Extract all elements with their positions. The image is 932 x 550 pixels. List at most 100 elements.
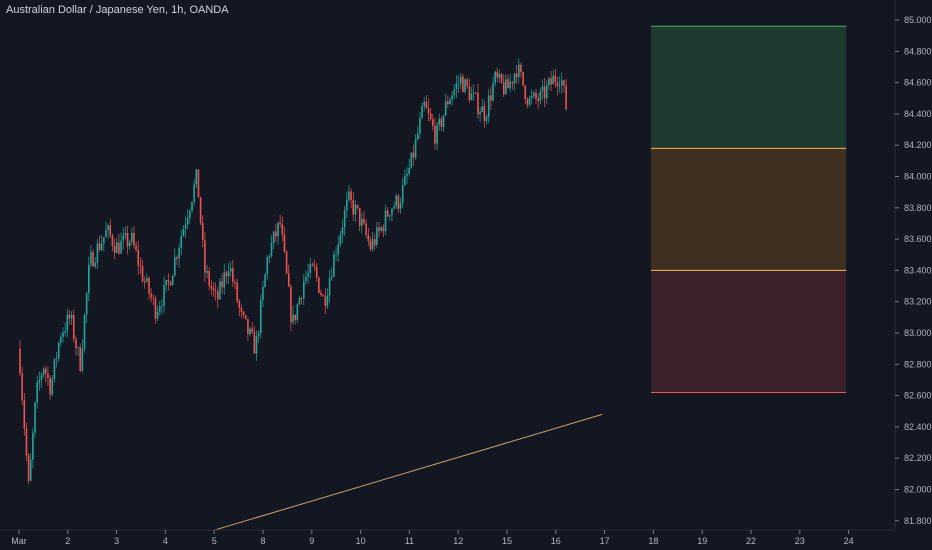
candle	[380, 225, 382, 233]
candle	[543, 77, 546, 107]
candle	[251, 321, 253, 334]
candle	[386, 206, 389, 218]
candle	[528, 95, 531, 108]
time-axis[interactable]: Mar 2 3 4 5 8 9 10 11 12 15 16 17 18 19 22 23 24	[0, 529, 932, 550]
candle	[49, 375, 51, 401]
candle	[191, 201, 193, 214]
candle	[100, 234, 103, 252]
candle	[322, 293, 324, 297]
candle	[494, 70, 496, 87]
candle	[311, 262, 314, 267]
trendline[interactable]	[214, 413, 603, 531]
candle	[382, 224, 385, 238]
candle	[283, 226, 286, 254]
price-tick-label: 82.200	[904, 453, 932, 463]
candle	[530, 89, 533, 105]
candle	[522, 71, 524, 87]
price-tick-label: 84.800	[904, 46, 932, 56]
candle	[481, 98, 484, 113]
candle	[292, 305, 294, 325]
candle	[223, 263, 226, 295]
middle-zone[interactable]	[650, 148, 847, 271]
candle	[133, 226, 135, 249]
candle	[260, 294, 262, 339]
candle	[533, 91, 535, 99]
candle	[208, 267, 210, 291]
candle	[137, 240, 140, 275]
candle	[492, 76, 494, 102]
candle	[500, 72, 503, 84]
candle	[412, 144, 415, 166]
candle	[262, 280, 264, 307]
candle	[66, 308, 69, 337]
candle	[57, 341, 60, 363]
candle	[365, 218, 367, 239]
candle	[266, 255, 269, 280]
candle	[199, 196, 202, 226]
candle	[156, 305, 159, 322]
candle	[143, 276, 146, 289]
stop-zone[interactable]	[650, 270, 847, 393]
target-zone[interactable]	[650, 26, 847, 149]
candle	[438, 113, 441, 131]
candle	[318, 276, 320, 294]
candle	[475, 91, 477, 95]
time-tick-label: Mar	[11, 536, 27, 546]
candle	[339, 230, 342, 248]
candle	[511, 81, 514, 90]
time-tick-label: 2	[65, 536, 70, 546]
price-tick-label: 83.200	[904, 297, 932, 307]
candle	[464, 78, 466, 95]
candle	[249, 326, 251, 337]
candle	[496, 67, 499, 83]
candle	[423, 96, 425, 112]
candle	[447, 95, 449, 109]
price-tick-label: 83.000	[904, 328, 932, 338]
candle	[45, 365, 47, 383]
candle	[518, 58, 520, 84]
candle	[161, 298, 163, 315]
candle	[361, 212, 363, 234]
candle	[371, 231, 374, 252]
candle	[436, 122, 438, 151]
candle	[393, 202, 395, 210]
time-tick-label: 4	[163, 536, 168, 546]
candle	[509, 74, 511, 93]
time-tick-label: 9	[309, 536, 314, 546]
candle	[545, 79, 548, 105]
candle	[324, 288, 327, 315]
candle	[111, 233, 114, 252]
candle	[152, 294, 155, 306]
candle	[427, 98, 430, 122]
candle	[399, 197, 402, 215]
candle	[513, 72, 516, 92]
candle	[96, 239, 99, 270]
candle	[212, 282, 215, 298]
candle	[32, 428, 34, 469]
candle	[120, 232, 122, 254]
candle	[158, 300, 161, 316]
price-tick-label: 85.000	[904, 15, 932, 25]
candle	[55, 351, 58, 368]
candle	[376, 222, 378, 248]
price-tick-label: 83.600	[904, 234, 932, 244]
candle	[70, 311, 73, 325]
candle	[189, 208, 191, 224]
time-tick-label: 17	[600, 536, 610, 546]
candle	[421, 102, 423, 119]
candle	[139, 257, 142, 275]
candle	[34, 401, 36, 438]
price-axis[interactable]: 85.000 84.800 84.600 84.400 84.200 84.000 83.8…	[894, 0, 932, 550]
candle	[305, 270, 307, 286]
risk-reward-tool[interactable]	[650, 25, 847, 393]
candle	[457, 75, 460, 93]
candle	[285, 250, 288, 275]
price-tick-label: 84.200	[904, 140, 932, 150]
candle	[414, 134, 417, 160]
time-tick-label: 10	[356, 536, 366, 546]
candle	[290, 284, 292, 332]
candle	[434, 117, 436, 150]
trendline-drawing[interactable]	[214, 413, 603, 531]
